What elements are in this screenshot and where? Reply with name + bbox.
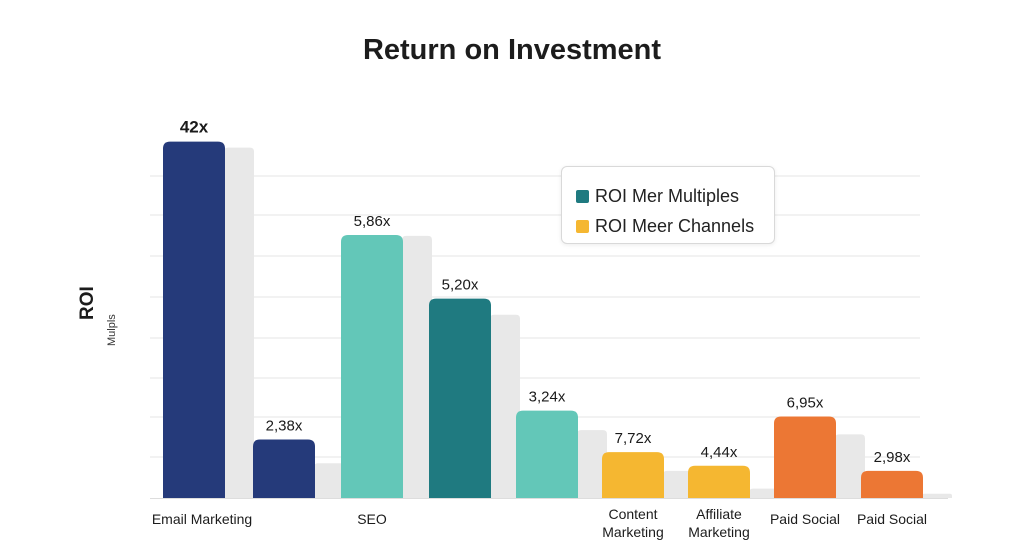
bar-shadow [922,493,952,498]
bar-value-label: 5,86x [354,213,391,230]
bar [688,465,750,498]
chart-legend: ROI Mer Multiples ROI Meer Channels [561,166,775,244]
bar-shadow [835,434,865,498]
category-label: Paid Social [769,511,841,527]
category-label: Paid Social [856,511,928,527]
bar [602,452,664,498]
category-label: Email Marketing [151,511,253,527]
bar [163,141,225,498]
bar-value-label: 4,44x [701,444,738,461]
bar [861,470,923,498]
bar-shadow [577,430,607,498]
bar [253,439,315,498]
bar-value-label: 6,95x [787,395,824,412]
bar-value-label: 3,24x [529,389,566,406]
bar [516,410,578,498]
legend-item-multiples: ROI Mer Multiples [576,181,774,211]
bar [774,416,836,498]
bar-value-label: 5,20x [442,277,479,294]
bar [429,298,491,498]
bar-shadow [749,488,779,498]
bar-shadow [224,147,254,499]
legend-swatch-yellow [576,219,589,233]
bar [341,234,403,498]
category-label: SEO [357,511,387,527]
bar-shadow [490,314,520,498]
bar-shadow [663,470,693,498]
chart-title: Return on Investment [362,34,662,66]
legend-swatch-teal [576,189,589,203]
legend-item-channels: ROI Meer Channels [576,211,774,241]
category-label: Content Marketing [602,506,664,540]
bar-value-label: 2,98x [874,449,911,466]
legend-label-multiples: ROI Mer Multiples [595,185,740,206]
category-label: Affiliate Marketing [688,506,750,540]
bar-value-label: 7,72x [615,430,652,447]
legend-label-channels: ROI Meer Channels [595,215,755,236]
bar-shadow [314,463,344,498]
bar-shadow [402,235,432,498]
bar-value-label: 2,38x [266,417,303,434]
bar-value-label: 42x [180,118,209,137]
